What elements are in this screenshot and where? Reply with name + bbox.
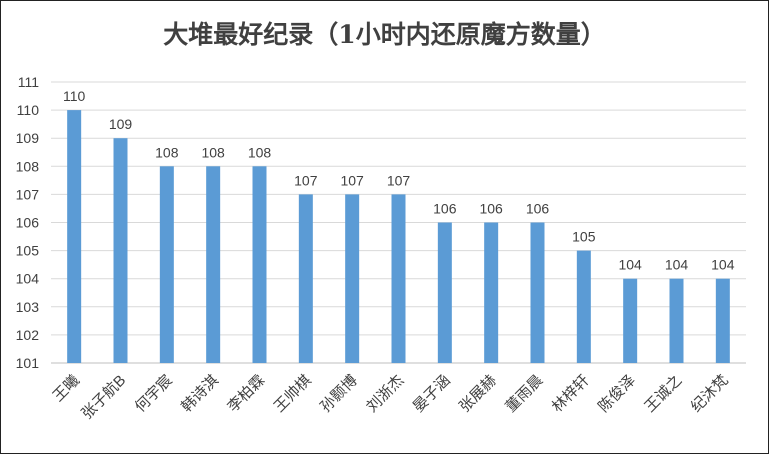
x-tick-label: 王帅棋 bbox=[271, 372, 315, 416]
x-tick-label: 林梓轩 bbox=[549, 372, 593, 416]
bar bbox=[715, 278, 730, 363]
chart-title: 大堆最好纪录（1小时内还原魔方数量） bbox=[163, 20, 606, 49]
data-label: 110 bbox=[63, 88, 86, 104]
bar bbox=[345, 194, 360, 363]
bar bbox=[67, 110, 82, 363]
x-tick-label: 王曦 bbox=[50, 372, 83, 405]
bar bbox=[530, 222, 545, 363]
x-tick-label: 孙颢博 bbox=[317, 372, 361, 416]
y-tick-label: 105 bbox=[16, 243, 40, 259]
x-tick-label: 董雨晨 bbox=[502, 372, 546, 416]
data-label: 108 bbox=[155, 144, 179, 160]
data-label: 107 bbox=[340, 172, 364, 188]
bar bbox=[113, 138, 128, 363]
bar bbox=[576, 250, 591, 363]
bar bbox=[391, 194, 406, 363]
y-tick-label: 102 bbox=[16, 327, 40, 343]
bar bbox=[159, 166, 174, 363]
y-tick-label: 111 bbox=[18, 74, 39, 90]
bar bbox=[252, 166, 267, 363]
bar bbox=[298, 194, 313, 363]
data-label: 109 bbox=[109, 116, 133, 132]
data-label: 108 bbox=[248, 144, 272, 160]
data-label: 104 bbox=[665, 257, 689, 273]
data-label: 106 bbox=[433, 201, 457, 217]
data-label: 106 bbox=[479, 201, 503, 217]
bar bbox=[206, 166, 221, 363]
data-label: 104 bbox=[711, 257, 735, 273]
x-tick-label: 陈俊泽 bbox=[594, 371, 639, 416]
data-label: 105 bbox=[572, 229, 596, 245]
y-tick-label: 101 bbox=[16, 355, 40, 371]
data-label: 107 bbox=[294, 172, 318, 188]
data-label: 104 bbox=[618, 257, 642, 273]
x-tick-label: 王诚之 bbox=[641, 372, 685, 416]
data-label: 106 bbox=[526, 201, 550, 217]
x-tick-label: 刘浙杰 bbox=[363, 372, 407, 416]
y-tick-label: 109 bbox=[16, 130, 40, 146]
bar bbox=[484, 222, 499, 363]
x-tick-label: 李柏霖 bbox=[224, 372, 268, 416]
y-tick-label: 106 bbox=[16, 215, 40, 231]
data-label: 107 bbox=[387, 172, 411, 188]
y-tick-label: 103 bbox=[16, 299, 40, 315]
y-tick-label: 108 bbox=[16, 158, 40, 174]
x-tick-label: 张展赫 bbox=[456, 372, 500, 416]
bar bbox=[623, 278, 638, 363]
bar bbox=[437, 222, 452, 363]
x-tick-label: 纪沐梵 bbox=[688, 372, 732, 416]
x-tick-label: 何宇宸 bbox=[132, 372, 176, 416]
y-tick-label: 107 bbox=[16, 186, 40, 202]
x-tick-label: 韩诗淇 bbox=[178, 372, 222, 416]
x-tick-label: 张子航B bbox=[78, 372, 129, 423]
data-label: 108 bbox=[201, 144, 225, 160]
x-tick-label: 晏子涵 bbox=[410, 372, 454, 416]
y-tick-label: 104 bbox=[16, 271, 40, 287]
bar bbox=[669, 278, 684, 363]
y-tick-label: 110 bbox=[17, 102, 40, 118]
